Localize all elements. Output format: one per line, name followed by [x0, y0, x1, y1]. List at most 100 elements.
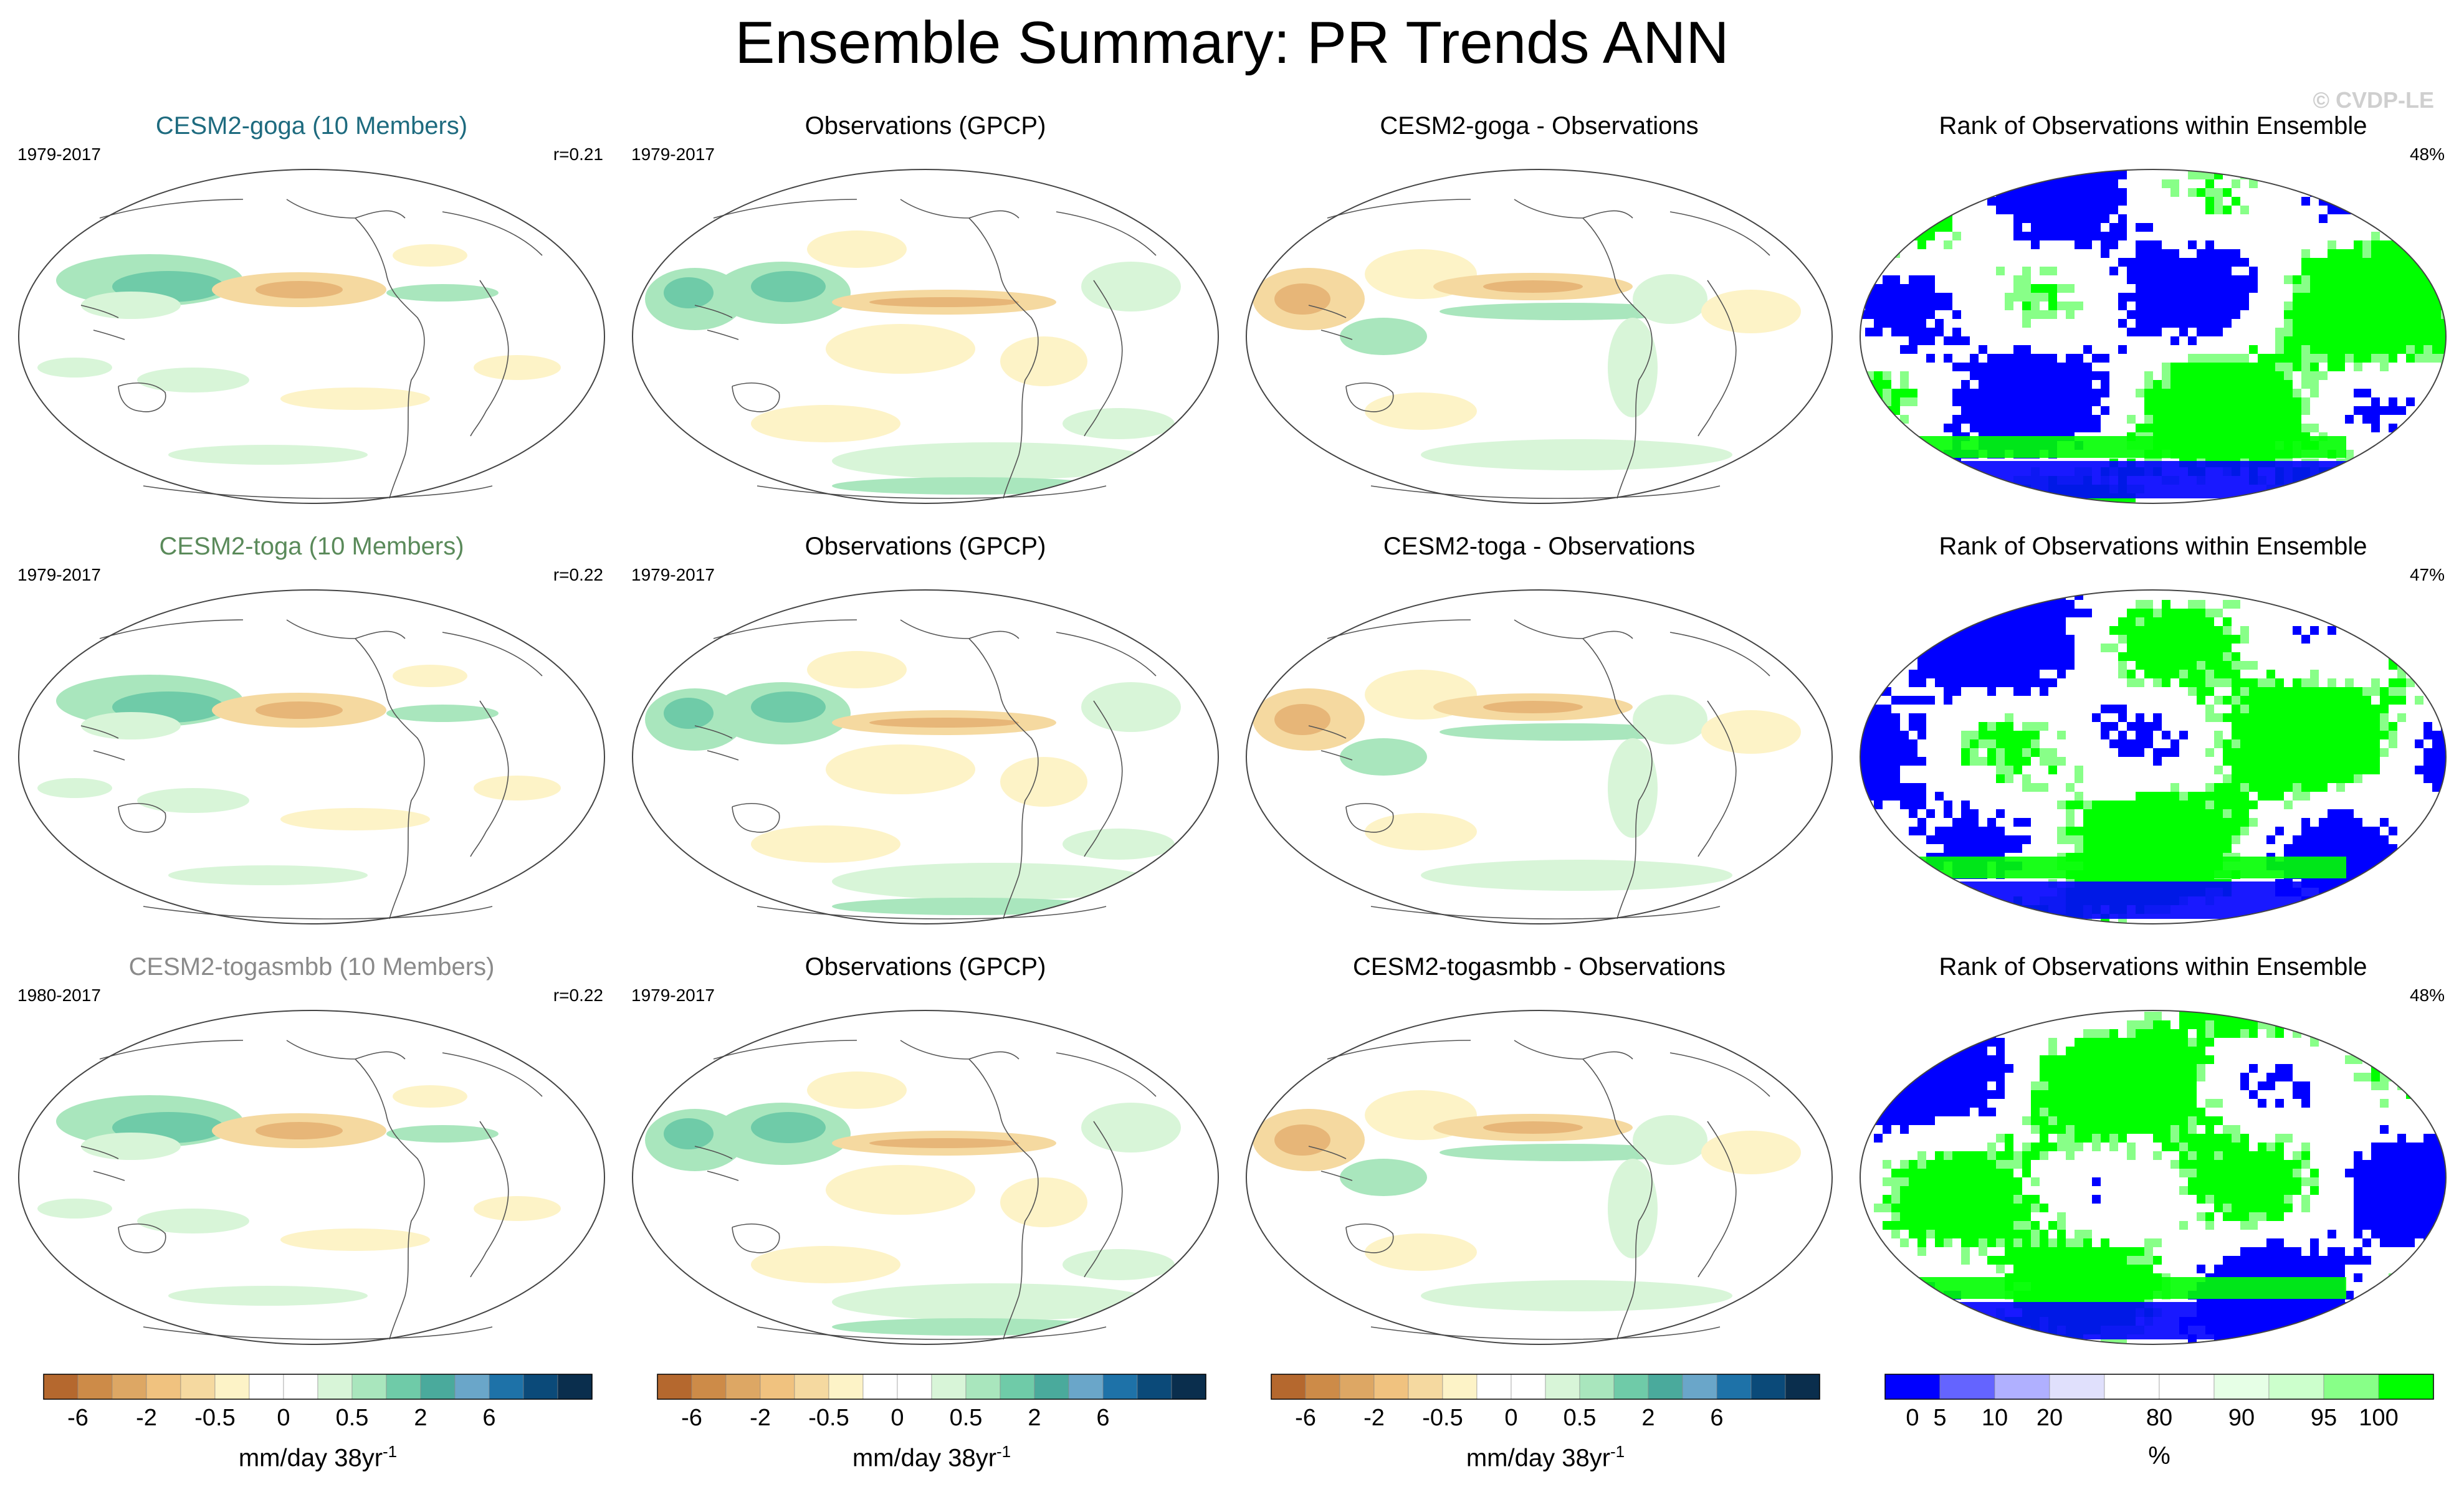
- rank-cell: [2397, 617, 2406, 626]
- rank-cell: [1874, 380, 1883, 389]
- rank-cell: [2040, 1143, 2048, 1151]
- rank-cell: [2345, 345, 2354, 354]
- rank-cell: [2345, 169, 2354, 171]
- rank-cell: [1900, 223, 1909, 232]
- rank-cell: [2232, 179, 2240, 188]
- rank-cell: [2048, 310, 2057, 319]
- rank-cell: [1860, 757, 1865, 766]
- rank-cell: [1961, 1055, 1970, 1064]
- rank-cell: [1926, 171, 1935, 179]
- rank-cell: [2354, 590, 2362, 591]
- rank-cell: [2371, 354, 2380, 363]
- rank-cell: [2354, 1195, 2362, 1204]
- rank-cell: [2423, 609, 2432, 617]
- rank-cell: [2328, 678, 2336, 687]
- rank-cell: [2345, 687, 2354, 696]
- rank-cell: [2354, 1221, 2362, 1230]
- rank-cell: [2092, 223, 2101, 232]
- rank-cell: [2397, 1230, 2406, 1238]
- rank-cell: [2188, 1108, 2197, 1116]
- rank-cell: [2005, 1195, 2013, 1204]
- rank-cell: [1935, 1169, 1944, 1177]
- rank-cell: [2118, 232, 2127, 240]
- rank-cell: [2066, 1247, 2075, 1256]
- rank-cell: [2415, 302, 2423, 310]
- rank-cell: [2450, 249, 2458, 258]
- rank-cell: [2240, 1204, 2249, 1212]
- rank-cell: [1900, 476, 1909, 485]
- rank-cell: [1970, 914, 1979, 923]
- period-label: 1979-2017: [631, 145, 715, 164]
- rank-cell: [2232, 600, 2240, 609]
- rank-cell: [2144, 240, 2153, 249]
- rank-cell: [2232, 302, 2240, 310]
- rank-cell: [2066, 835, 2075, 844]
- rank-cell: [2415, 345, 2423, 354]
- rank-cell: [1961, 1195, 1970, 1204]
- rank-cell: [1952, 232, 1961, 240]
- rank-cell: [2144, 424, 2153, 432]
- rank-cell: [2258, 397, 2266, 406]
- rank-cell: [2336, 705, 2345, 713]
- rank-cell: [2127, 1099, 2136, 1108]
- rank-cell: [1944, 687, 1952, 696]
- rank-cell: [2179, 397, 2188, 406]
- rank-cell: [2144, 1064, 2153, 1073]
- rank-cell: [1979, 1047, 1987, 1055]
- rank-cell: [2005, 670, 2013, 678]
- rank-cell: [2432, 609, 2441, 617]
- rank-cell: [2345, 870, 2354, 879]
- rank-cell: [2389, 1221, 2397, 1230]
- rank-cell: [1987, 670, 1996, 678]
- rank-cell: [1865, 310, 1874, 319]
- colorbar-trend-2: -6 -2 -0.5 0 0.5 2 6 mm/day 38yr-1: [651, 1371, 1212, 1489]
- rank-cell: [2380, 310, 2389, 319]
- rank-cell: [1848, 600, 1856, 609]
- rank-cell: [2153, 1090, 2162, 1099]
- rank-cell: [2118, 670, 2127, 678]
- rank-cell: [2118, 705, 2127, 713]
- rank-cell: [2345, 809, 2354, 818]
- rank-cell: [2380, 1099, 2389, 1108]
- rank-cell: [1860, 406, 1865, 415]
- rank-cell: [2101, 1238, 2109, 1247]
- rank-cell: [2397, 905, 2406, 914]
- rank-cell: [1900, 310, 1909, 319]
- rank-cell: [2223, 713, 2232, 722]
- rank-cell: [2083, 1125, 2092, 1134]
- rank-cell: [2284, 757, 2293, 766]
- colorbar-tick-label: 0.5: [336, 1405, 369, 1431]
- rank-cell: [1979, 1186, 1987, 1195]
- rank-cell: [2354, 493, 2362, 502]
- rank-cell: [2136, 328, 2144, 336]
- rank-cell: [2162, 809, 2170, 818]
- rank-cell: [2389, 319, 2397, 328]
- rank-cell: [2232, 678, 2240, 687]
- rank-cell: [2310, 293, 2319, 302]
- rank-cell: [2005, 774, 2013, 783]
- rank-cell: [1848, 424, 1856, 432]
- rank-cell: [2406, 345, 2415, 354]
- rank-cell: [2179, 1143, 2188, 1151]
- rank-cell: [2336, 302, 2345, 310]
- rank-cell: [1874, 626, 1883, 635]
- rank-cell: [1944, 1090, 1952, 1099]
- rank-cell: [2031, 1195, 2040, 1204]
- rank-cell: [2066, 1134, 2075, 1143]
- rank-cell: [2170, 275, 2179, 284]
- rank-cell: [2441, 1282, 2446, 1291]
- rank-cell: [1987, 678, 1996, 687]
- rank-cell: [2301, 1343, 2310, 1344]
- rank-cell: [2031, 748, 2040, 757]
- rank-cell: [1917, 678, 1926, 687]
- rank-cell: [2301, 1326, 2310, 1334]
- rank-cell: [1891, 748, 1900, 757]
- rank-cell: [2450, 722, 2458, 731]
- rank-cell: [2048, 223, 2057, 232]
- rank-cell: [2118, 302, 2127, 310]
- rank-cell: [2249, 1265, 2258, 1273]
- colorbar-swatch: [794, 1374, 829, 1400]
- rank-cell: [2136, 424, 2144, 432]
- rank-cell: [2397, 1273, 2406, 1282]
- rank-cell: [2432, 1090, 2441, 1099]
